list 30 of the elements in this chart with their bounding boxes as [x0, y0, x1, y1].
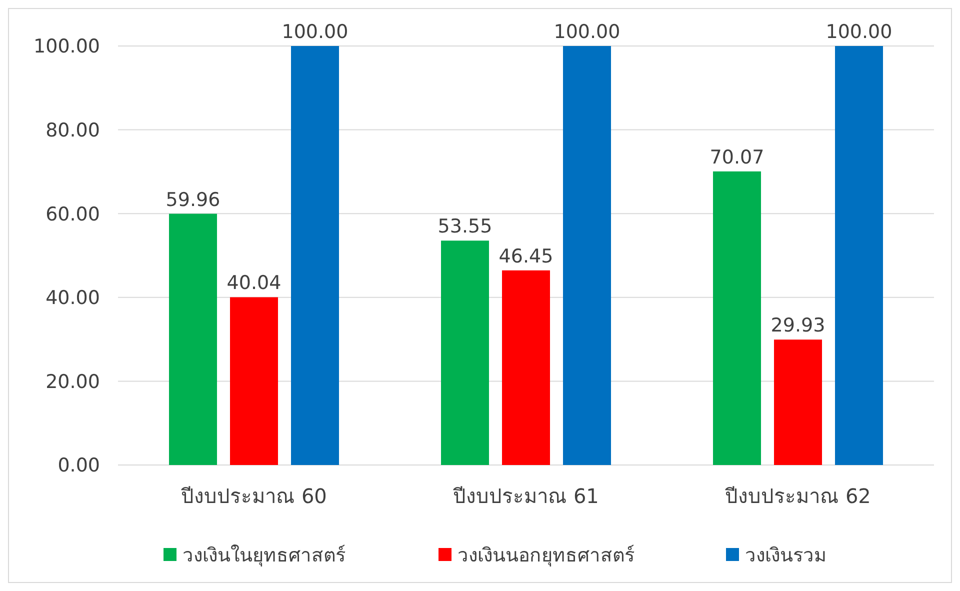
y-tick-label: 40.00: [46, 287, 100, 310]
data-label: 53.55: [438, 216, 492, 238]
bar: [169, 214, 217, 465]
x-tick-label: ปีงบประมาณ 60: [181, 484, 327, 508]
data-label: 100.00: [826, 21, 892, 43]
y-tick-label: 20.00: [46, 370, 100, 393]
y-tick-label: 100.00: [34, 36, 100, 58]
data-label: 100.00: [282, 21, 348, 43]
data-label: 29.93: [770, 314, 826, 337]
bar: [441, 240, 489, 465]
y-tick-label: 0.00: [58, 454, 100, 477]
legend-label: วงเงินในยุทธศาสตร์: [182, 544, 346, 568]
x-tick-label: ปีงบประมาณ 61: [453, 484, 599, 508]
x-tick-label: ปีงบประมาณ 62: [725, 484, 871, 508]
bar: [502, 270, 550, 465]
legend-label: วงเงินรวม: [745, 544, 827, 567]
bar: [835, 46, 883, 465]
bar: [713, 171, 761, 465]
data-label: 59.96: [166, 188, 220, 211]
legend-label: วงเงินนอกยุทธศาสตร์: [458, 544, 634, 568]
data-label: 40.04: [226, 272, 282, 294]
bar: [291, 46, 339, 465]
bar: [230, 297, 278, 465]
y-tick-label: 80.00: [46, 119, 100, 142]
bar: [774, 340, 822, 465]
y-tick-label: 60.00: [46, 203, 100, 226]
data-label: 70.07: [710, 146, 764, 168]
data-label: 46.45: [498, 245, 554, 268]
bar: [563, 46, 611, 465]
data-label: 100.00: [554, 21, 620, 43]
